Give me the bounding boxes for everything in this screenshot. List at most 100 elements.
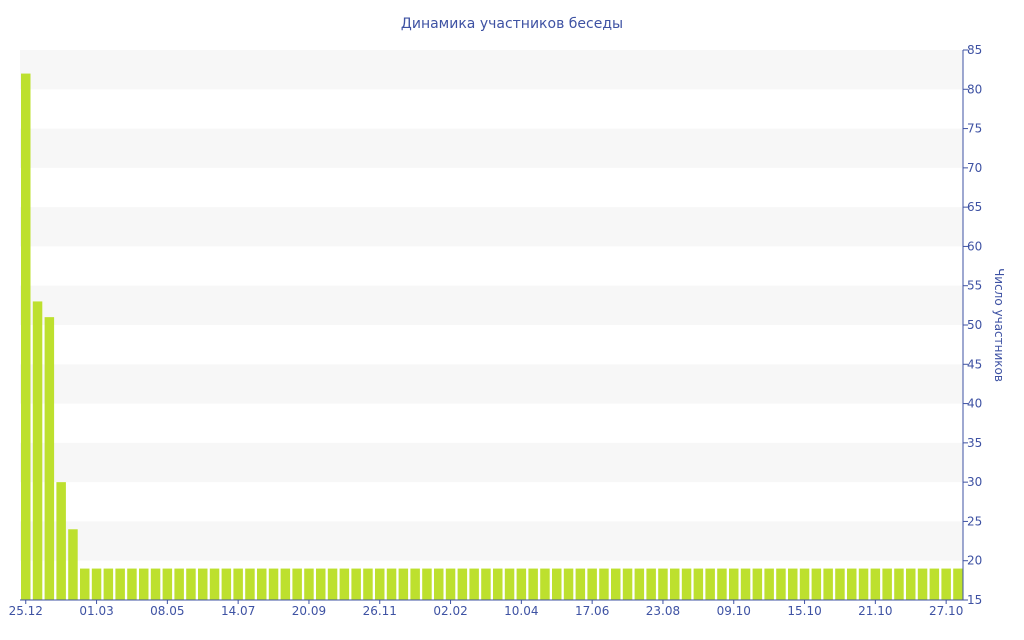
bar: [516, 568, 527, 600]
bar: [115, 568, 125, 600]
bar: [422, 568, 432, 600]
bar: [398, 568, 409, 600]
bar: [847, 568, 857, 600]
bar: [304, 568, 314, 600]
bar: [150, 568, 161, 600]
bar: [91, 568, 102, 600]
x-tick-label: 15.10: [787, 604, 821, 618]
y-tick-label: 80: [967, 82, 982, 96]
y-axis-label: Число участников: [992, 268, 1006, 382]
y-tick-label: 60: [967, 239, 982, 253]
bar: [186, 568, 196, 600]
bar: [941, 568, 951, 600]
bar: [127, 568, 137, 600]
bar: [575, 568, 586, 600]
bar: [386, 568, 397, 600]
bar: [788, 568, 798, 600]
bar: [563, 568, 574, 600]
bar: [351, 568, 361, 600]
bar: [257, 568, 267, 600]
y-tick-label: 35: [967, 436, 982, 450]
bar: [870, 568, 881, 600]
x-tick-label: 14.07: [221, 604, 255, 618]
bar: [233, 568, 243, 600]
bar: [906, 568, 916, 600]
y-tick-label: 70: [967, 161, 982, 175]
bar: [316, 568, 326, 600]
x-tick-label: 27.10: [929, 604, 963, 618]
bar: [445, 568, 456, 600]
y-tick-label: 30: [967, 475, 982, 489]
grid-band: [20, 207, 963, 247]
grid-band: [20, 364, 963, 404]
bar: [740, 568, 751, 600]
bar: [552, 568, 562, 600]
bar: [705, 568, 715, 600]
bar: [21, 73, 31, 601]
grid-band: [20, 442, 963, 483]
bar: [504, 568, 515, 600]
bar: [198, 568, 208, 600]
grid-band: [20, 128, 963, 168]
bar: [658, 568, 668, 600]
chart-title: Динамика участников беседы: [401, 16, 623, 32]
x-tick-label: 25.12: [9, 604, 43, 618]
bar: [363, 568, 373, 600]
bar: [670, 568, 680, 600]
bar: [823, 568, 833, 600]
bar: [56, 482, 66, 600]
bar: [327, 568, 338, 600]
y-ticks: 15 20 25 30 35 40 45 50 55 60 65 70 75 80 85: [963, 43, 982, 607]
bar: [953, 568, 963, 600]
bar: [599, 568, 609, 600]
bar: [917, 568, 928, 600]
x-tick-label: 01.03: [79, 604, 113, 618]
grid-band: [20, 50, 963, 90]
bar: [68, 529, 78, 600]
x-tick-label: 08.05: [150, 604, 184, 618]
y-tick-label: 40: [967, 397, 982, 411]
bar: [882, 568, 892, 600]
bar: [410, 568, 420, 600]
y-tick-label: 20: [967, 554, 982, 568]
x-tick-label: 23.08: [646, 604, 680, 618]
bar: [457, 568, 468, 600]
bar: [752, 568, 763, 600]
bar: [245, 568, 255, 600]
bar: [929, 568, 940, 600]
x-tick-label: 21.10: [858, 604, 892, 618]
bar: [681, 568, 692, 600]
bar: [634, 568, 645, 600]
bar: [776, 568, 786, 600]
y-tick-label: 65: [967, 200, 982, 214]
bar: [493, 568, 503, 600]
bar: [811, 568, 822, 600]
x-tick-label: 26.11: [363, 604, 397, 618]
bar: [835, 568, 845, 600]
bar: [103, 568, 114, 600]
bar: [32, 301, 43, 600]
y-tick-label: 25: [967, 514, 982, 528]
bar: [894, 568, 904, 600]
bar: [209, 568, 220, 600]
bar: [434, 568, 444, 600]
bar: [646, 568, 656, 600]
bar: [268, 568, 279, 600]
x-tick-label: 02.02: [433, 604, 467, 618]
x-tick-label: 10.04: [504, 604, 538, 618]
x-ticks: 25.12 01.03 08.05 14.07 20.09 26.11 02.02 10.04…: [9, 600, 963, 618]
bar: [729, 568, 739, 600]
bar: [292, 568, 302, 600]
bar: [858, 568, 869, 600]
bar: [481, 568, 491, 600]
bar: [139, 568, 149, 600]
bar: [469, 568, 479, 600]
y-tick-label: 50: [967, 318, 982, 332]
y-tick-label: 85: [967, 43, 982, 57]
grid-bands: [20, 50, 963, 561]
bars: [21, 73, 963, 601]
bar: [44, 317, 55, 600]
grid-band: [20, 285, 963, 325]
grid-band: [20, 521, 963, 561]
